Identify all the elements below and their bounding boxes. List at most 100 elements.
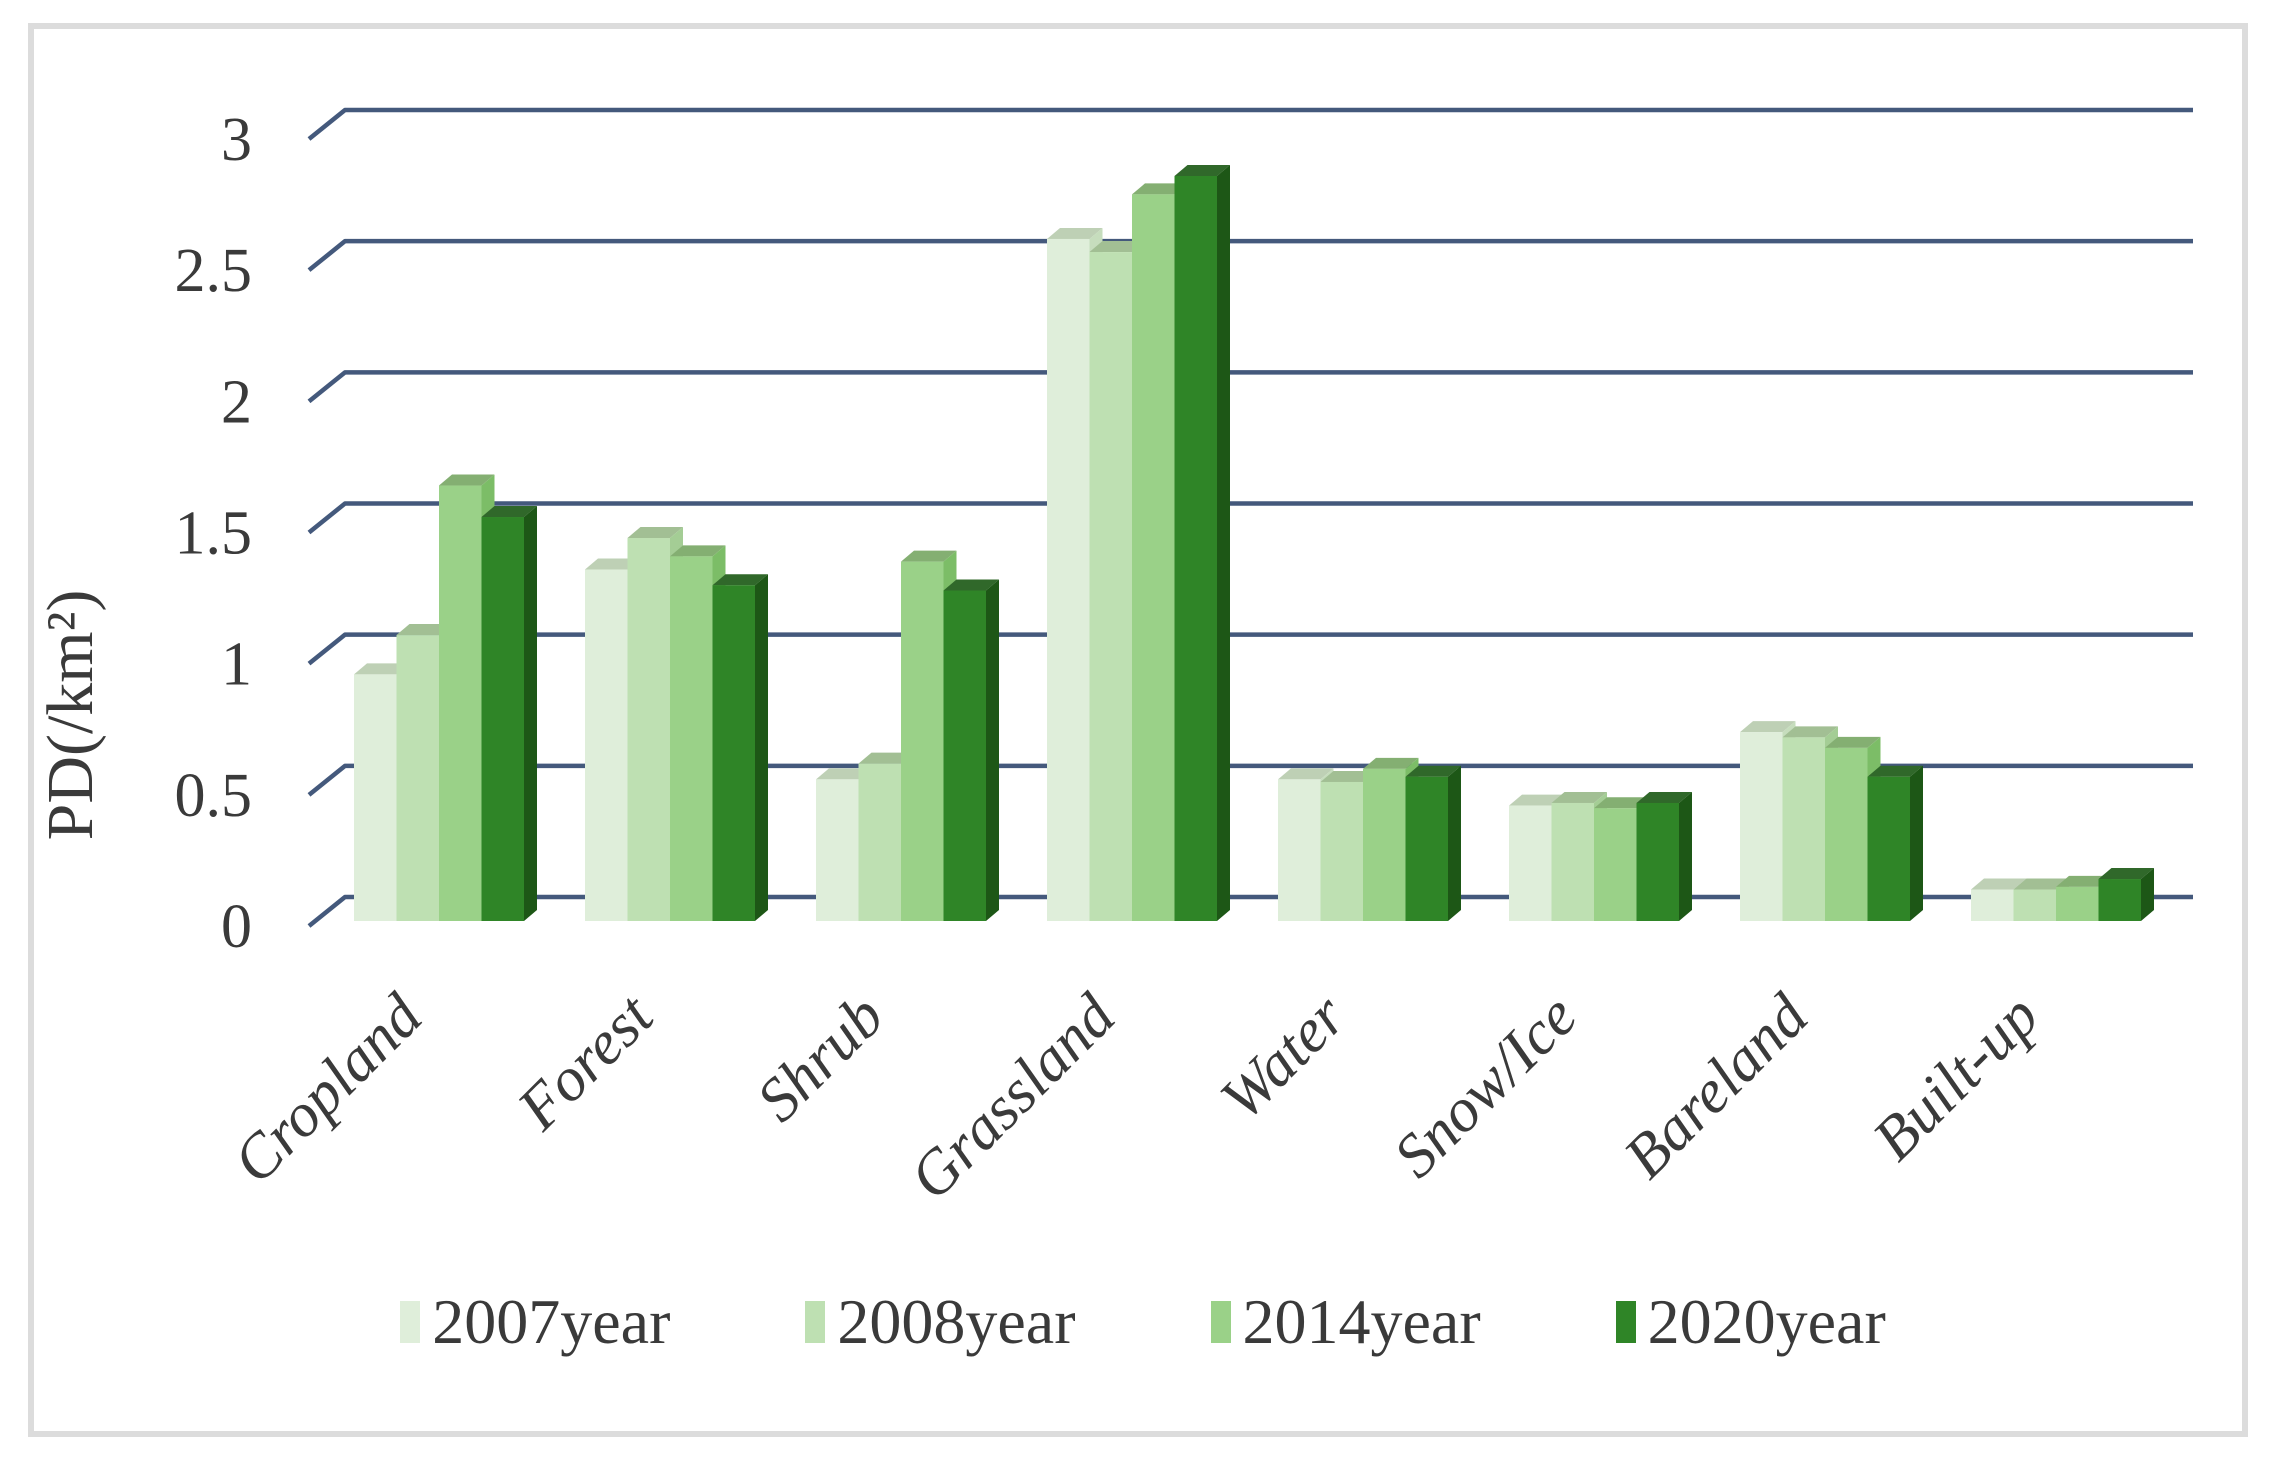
bar-side-face [1448,765,1461,921]
x-category-label: Snow/Ice [1381,982,1590,1191]
y-tick-label: 1.5 [175,500,253,568]
gridline-0.5 [307,763,2193,797]
bar-top-face [481,506,537,518]
x-category-label: Cropland [220,981,435,1196]
gridline-1 [307,632,2193,666]
bar-front-face [1089,252,1132,922]
bar-top-face [901,550,957,562]
bar-front-face [1363,768,1406,921]
gridline-2.5 [307,238,2193,272]
legend-item-2014year: 2014year [1210,1286,1481,1357]
bar-top-face [1363,757,1419,769]
bar-top-face [858,752,914,764]
y-tick-label: 2 [221,368,252,436]
bar-front-face [1174,175,1217,922]
bar-top-face [1825,736,1881,748]
bar-front-face [670,556,713,921]
bar-top-face [396,624,452,636]
bar-top-face [1594,797,1650,809]
bar-front-face [858,763,901,921]
bar-side-face [755,574,768,921]
bar-front-face [1405,776,1448,921]
bar-bareland-2020year [1867,765,1923,921]
legend-swatch [1615,1301,1636,1343]
bar-water-2020year [1405,765,1461,921]
bar-top-face [1551,791,1607,803]
x-category-label: Shrub [744,982,897,1135]
bar-front-face [943,590,986,921]
bar-top-face [1782,726,1838,738]
bar-front-face [1636,802,1679,921]
y-tick-label: 0 [221,893,252,961]
bar-side-face [2141,868,2154,921]
bar-front-face [481,517,524,921]
bar-top-face [2056,875,2112,887]
x-category-label: Bareland [1611,981,1821,1191]
x-category-label: Grassland [897,981,1128,1212]
gridline-3 [307,107,2193,141]
y-tick-label: 1 [221,631,252,699]
bar-shrub-2020year [943,579,999,921]
bar-top-face [1278,768,1334,780]
bar-front-face [1971,889,2014,921]
bar-cropland-2020year [481,506,537,921]
bar-side-face [1217,164,1230,922]
bar-top-face [2013,878,2069,890]
gridline-1.5 [307,501,2193,535]
bar-top-face [1509,794,1565,806]
chart-border [28,23,2248,1437]
bar-front-face [901,561,944,921]
bar-top-face [1405,765,1461,777]
bar-top-face [1636,791,1692,803]
bar-front-face [1047,238,1090,921]
bar-front-face [439,485,482,921]
plot-area: 0 0.5 1 1.5 2 2.5 3 Cropland Forest Shrub Grasslan… [175,106,2193,1213]
x-category-label: Water [1208,981,1360,1133]
legend-item-2020year: 2020year [1615,1286,1886,1357]
y-tick-label: 0.5 [175,762,253,830]
bar-top-face [1174,164,1230,176]
legend-label: 2020year [1647,1286,1886,1357]
bar-front-face [1594,808,1637,921]
y-tick-label: 2.5 [175,237,253,305]
bar-front-face [2098,879,2141,921]
bar-front-face [1867,776,1910,921]
bar-top-face [1971,878,2027,890]
bar-front-face [1740,732,1783,921]
bar-front-face [2013,889,2056,921]
bar-front-face [1509,805,1552,921]
x-category-label: Built-up [1860,982,2052,1174]
legend-swatch [805,1301,826,1343]
bar-top-face [816,768,872,780]
bar-side-face [1910,765,1923,921]
bar-top-face [1047,227,1103,239]
bar-top-face [712,574,768,586]
bar-side-face [986,579,999,921]
bar-built-up-2020year [2098,868,2154,921]
legend-item-2008year: 2008year [805,1286,1076,1357]
bar-front-face [354,674,397,921]
bar-front-face [585,569,628,921]
bar-front-face [712,585,755,921]
bar-top-face [354,663,410,675]
bar-top-face [670,545,726,557]
bar-front-face [396,635,439,921]
chart-legend: 2007year 2008year 2014year 2020year [0,1290,2286,1354]
bar-top-face [1320,770,1376,782]
bar-top-face [1867,765,1923,777]
bar-front-face [2056,886,2099,921]
legend-swatch [400,1301,421,1343]
bar-forest-2020year [712,574,768,921]
bar-front-face [1551,802,1594,921]
bar-snow-ice-2020year [1636,791,1692,921]
bar-top-face [1089,241,1145,253]
legend-swatch [1210,1301,1231,1343]
bar-front-face [1782,737,1825,921]
legend-label: 2014year [1242,1286,1481,1357]
bar-grassland-2020year [1174,164,1230,922]
legend-label: 2008year [837,1286,1076,1357]
legend-label: 2007year [432,1286,671,1357]
bar-top-face [943,579,999,591]
